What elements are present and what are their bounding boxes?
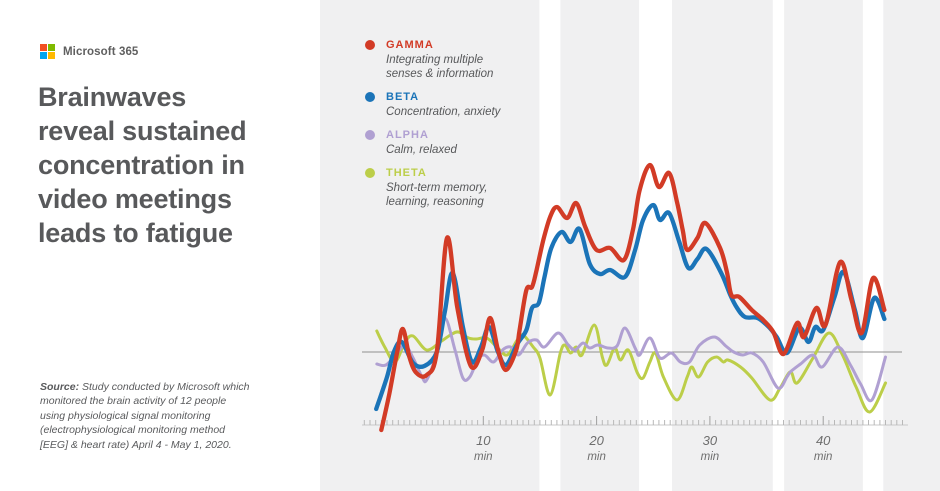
logo-square-red [40, 44, 47, 51]
left-panel: Microsoft 365 Brainwaves reveal sustaine… [0, 0, 320, 491]
legend-desc-theta: Short-term memory, learning, reasoning [386, 182, 488, 209]
x-tick-unit: min [587, 451, 606, 463]
legend-item-alpha: ALPHA Calm, relaxed [365, 128, 500, 157]
x-tick-label: 10 [476, 433, 491, 448]
legend-item-theta: THETA Short-term memory, learning, reaso… [365, 166, 500, 209]
legend-item-beta: BETA Concentration, anxiety [365, 90, 500, 119]
theta-dot-icon [365, 168, 375, 179]
x-tick-label: 30 [703, 433, 718, 448]
source-note: Source: Study conducted by Microsoft whi… [40, 380, 290, 452]
beta-dot-icon [365, 92, 375, 103]
legend-item-gamma: GAMMA Integrating multiple senses & info… [365, 38, 500, 81]
legend-name-alpha: ALPHA [386, 129, 429, 142]
legend-desc-gamma: Integrating multiple senses & informatio… [386, 54, 494, 81]
brainwave-chart: 10 min 20 min 30 min 40 min [362, 0, 908, 491]
logo-square-blue [40, 52, 47, 59]
source-text: Study conducted by Microsoft which monit… [40, 381, 250, 451]
legend-desc-beta: Concentration, anxiety [386, 106, 501, 119]
x-tick-unit: min [814, 451, 833, 463]
microsoft-365-brand: Microsoft 365 [40, 44, 138, 59]
series-line-alpha [375, 316, 887, 403]
chart-panel: 10 min 20 min 30 min 40 min GAMMA Integrating m… [320, 0, 940, 491]
brand-name: Microsoft 365 [63, 45, 139, 58]
logo-square-green [48, 44, 55, 51]
legend-desc-alpha: Calm, relaxed [386, 144, 457, 157]
alpha-dot-icon [365, 130, 375, 141]
gamma-dot-icon [365, 40, 375, 50]
legend-name-beta: BETA [386, 91, 420, 104]
source-label: Source: [40, 381, 80, 393]
x-tick-unit: min [474, 451, 493, 463]
logo-square-yellow [48, 52, 55, 59]
legend-name-theta: THETA [386, 167, 427, 180]
series-line-gamma [379, 162, 887, 433]
legend-name-gamma: GAMMA [386, 39, 434, 51]
chart-legend: GAMMA Integrating multiple senses & info… [365, 38, 500, 218]
microsoft-logo-icon [40, 44, 55, 59]
x-tick-unit: min [701, 451, 720, 463]
headline: Brainwaves reveal sustained concentratio… [38, 82, 247, 248]
x-tick-label: 40 [816, 433, 831, 448]
x-tick-label: 20 [588, 433, 604, 448]
